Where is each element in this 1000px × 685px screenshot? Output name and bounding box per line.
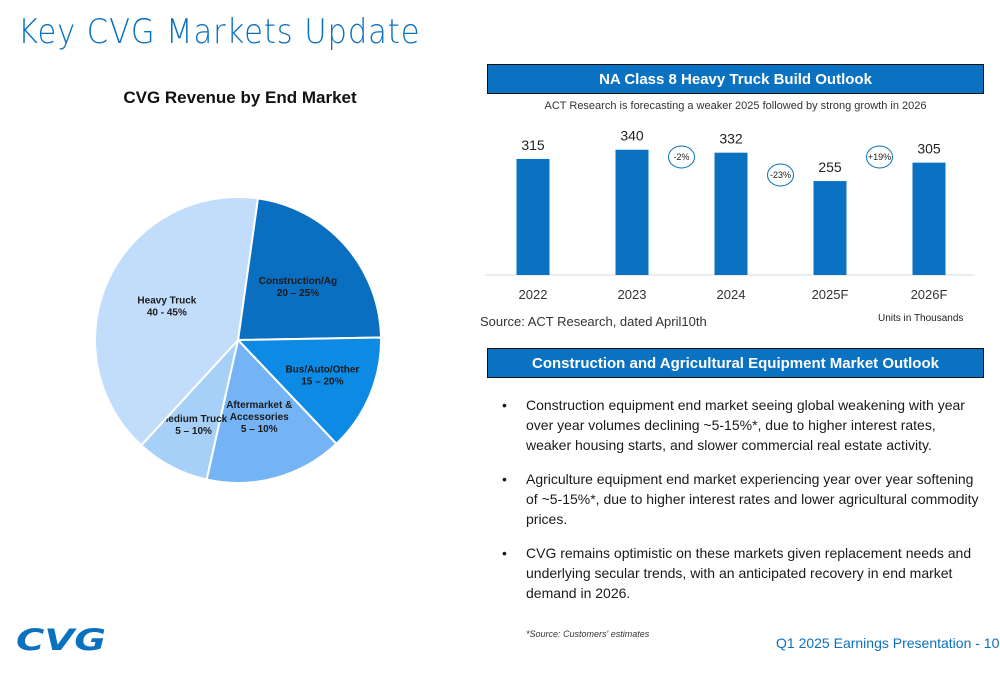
pie-slice-label: 5 – 10% <box>241 424 278 435</box>
bar <box>714 152 748 275</box>
bullet-text: Agriculture equipment end market experie… <box>526 471 979 527</box>
bullet-marker: • <box>502 545 507 561</box>
page-title: Key CVG Markets Update <box>18 12 421 52</box>
bullet-marker: • <box>502 471 507 487</box>
pie-slice-label: Construction/Ag <box>259 276 337 287</box>
change-badge-label: -23% <box>770 170 791 180</box>
bar-value-label: 332 <box>719 131 743 147</box>
svg-text:CVG: CVG <box>16 624 106 654</box>
pie-slice-label: 15 – 20% <box>301 376 343 387</box>
pie-slice <box>236 197 382 342</box>
chart-units: Units in Thousands <box>878 313 964 324</box>
pie-slice-label: Accessories <box>230 412 289 423</box>
bullet-item: • CVG remains optimistic on these markets… <box>500 543 980 603</box>
x-tick-label: 2026F <box>911 287 948 302</box>
pie-slice-label: Aftermarket & <box>226 400 292 411</box>
bullet-item: • Construction equipment end market seein… <box>500 395 980 455</box>
pie-chart-title: CVG Revenue by End Market <box>123 88 357 107</box>
pie-slice-label: Heavy Truck <box>137 295 196 306</box>
truck-build-bar-chart: 315 2022 340 2023 332 2024 255 2025F 305 2026F -2%… <box>485 128 975 302</box>
change-badge <box>668 145 695 169</box>
change-badge-label: +19% <box>868 152 891 162</box>
pie-slice <box>94 196 260 447</box>
bar <box>615 149 649 275</box>
bar <box>813 181 847 275</box>
bar-value-label: 315 <box>521 137 545 153</box>
footnote: *Source: Customers' estimates <box>526 629 650 639</box>
bar-value-label: 255 <box>818 159 842 175</box>
pie-slice <box>235 336 382 446</box>
bullet-text: CVG remains optimistic on these markets … <box>526 545 972 601</box>
bar <box>516 158 550 275</box>
pie-slice-label: 20 – 25% <box>277 288 319 299</box>
x-tick-label: 2023 <box>618 287 647 302</box>
x-tick-label: 2022 <box>519 287 548 302</box>
bar-value-label: 340 <box>620 128 644 144</box>
cvg-logo: CVG <box>16 624 106 654</box>
bar-value-label: 305 <box>917 141 941 157</box>
x-tick-label: 2025F <box>812 287 849 302</box>
chart-source: Source: ACT Research, dated April10th <box>480 314 707 329</box>
construction-outlook-banner: Construction and Agricultural Equipment … <box>487 348 984 378</box>
change-badge <box>866 145 893 169</box>
pie-slice <box>205 337 338 484</box>
outlook-bullet-list: • Construction equipment end market seein… <box>500 395 980 617</box>
bullet-text: Construction equipment end market seeing… <box>526 397 965 453</box>
truck-outlook-subtitle: ACT Research is forecasting a weaker 202… <box>544 100 927 112</box>
bullet-marker: • <box>502 397 507 413</box>
pie-slice-label: Medium Truck <box>160 414 228 425</box>
x-tick-label: 2024 <box>717 287 746 302</box>
change-badge <box>767 163 794 187</box>
pie-slice-label: Bus/Auto/Other <box>285 364 359 375</box>
truck-outlook-banner: NA Class 8 Heavy Truck Build Outlook <box>487 64 984 94</box>
bar <box>912 162 946 275</box>
page-footer: Q1 2025 Earnings Presentation - 10 <box>776 635 1000 651</box>
pie-slice-label: 40 - 45% <box>147 307 187 318</box>
bullet-item: • Agriculture equipment end market experi… <box>500 469 980 529</box>
change-badge-label: -2% <box>673 152 689 162</box>
pie-slice-label: 5 – 10% <box>175 426 212 437</box>
